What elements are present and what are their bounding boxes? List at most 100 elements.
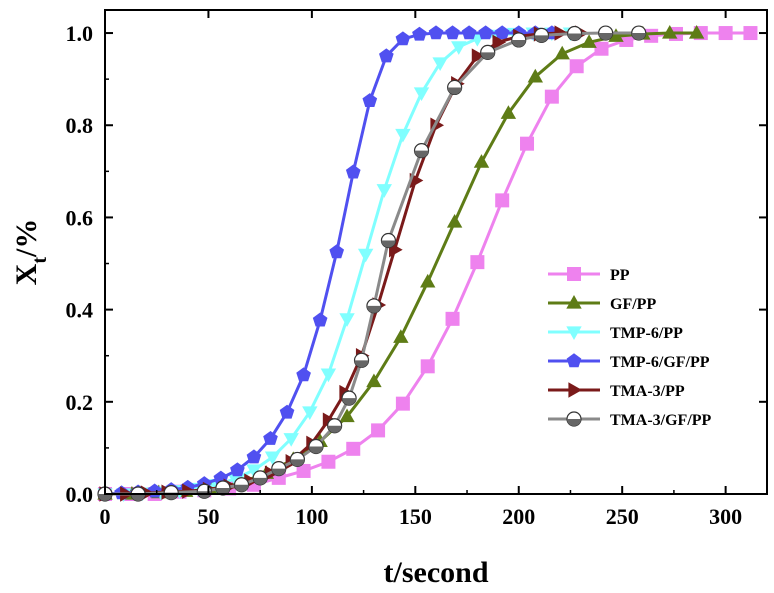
data-point [447,79,463,96]
axes-layer: 0 50 100 150 200 250 300 0.0 0.2 0.4 0.6 0.8 1.0 [66,10,767,529]
data-point [413,87,430,102]
data-point [215,480,231,496]
data-point [395,396,410,411]
series-5 [99,25,589,502]
data-point [366,373,382,388]
data-point [432,57,448,72]
data-point [279,404,295,419]
data-point [233,477,250,493]
data-point [554,45,570,60]
data-point [718,26,733,41]
data-point [461,25,477,40]
y-axis-title-main: X [10,263,43,285]
marker-bottom-half [511,39,526,47]
data-point [446,213,463,228]
data-point [743,26,758,41]
data-point [263,430,278,445]
y-axis-title-text: Xt/% [10,219,51,286]
x-tick-label: 200 [502,504,535,529]
y-axis-title-subscript: t [29,257,51,264]
legend-marker [566,353,582,368]
data-point [631,25,647,41]
y-tick-label: 0.6 [66,205,94,230]
legend-label: PP [610,267,630,284]
x-tick-label: 100 [295,504,328,529]
data-point [511,32,527,48]
data-point [413,142,430,159]
data-point [480,44,496,61]
x-tick-label: 150 [399,504,432,529]
x-tick-label: 0 [100,504,111,529]
legend-marker [568,382,583,398]
x-tick-label: 250 [606,504,639,529]
data-point [327,418,343,434]
legend-label: TMP-6/PP [610,325,683,342]
data-point [445,311,460,326]
legend-marker [566,294,582,309]
data-point [252,470,268,486]
data-point [321,454,336,469]
data-point [527,68,543,83]
data-point [371,423,386,438]
data-point [492,34,507,50]
data-point [308,438,324,455]
series-6 [97,25,647,502]
data-point [478,25,493,40]
series-line [105,31,697,496]
marker-bottom-half [253,477,268,485]
data-point [544,89,559,104]
data-point [357,248,374,263]
legend-item: TMA-3/GF/PP [548,411,712,429]
marker-bottom-half [480,52,495,60]
marker-bottom-half [598,33,613,41]
legend-label: TMA-3/PP [610,383,685,400]
data-point [339,408,355,423]
data-point [296,463,311,478]
data-point [470,255,485,270]
data-point [533,27,550,43]
data-point [379,48,394,63]
legend-label: TMP-6/GF/PP [610,354,710,371]
legend-label: TMA-3/GF/PP [610,412,712,429]
data-point [594,41,609,56]
legend-label: GF/PP [610,296,656,313]
marker-bottom-half [447,87,462,95]
marker-bottom-half [631,33,646,41]
marker-bottom-half [98,494,112,501]
x-tick-label: 50 [197,504,219,529]
data-point [312,312,328,327]
legend-marker [567,267,581,281]
data-point [230,462,245,477]
data-point [163,485,179,501]
data-point [420,273,436,288]
series-1 [98,26,758,501]
marker-bottom-half [534,35,549,43]
marker-bottom-half [342,398,357,406]
data-point [495,193,510,208]
legend: PP GF/PP TMP-6/PP TMP-6/GF/PP TMA-3/PP TMA-3/… [548,267,712,429]
data-point [662,24,678,39]
data-point [227,473,244,487]
data-point [520,136,535,151]
y-tick-label: 0.0 [66,482,94,507]
data-point [494,25,510,40]
series-layer [97,24,758,503]
legend-marker [566,326,582,341]
data-point [428,25,444,40]
plot-frame [104,9,768,495]
data-point [329,244,345,259]
y-tick-label: 0.4 [66,298,94,323]
marker-bottom-half [567,419,581,426]
marker-bottom-half [366,305,381,313]
x-tick-label: 300 [709,504,742,529]
y-tick-label: 0.2 [66,390,94,415]
data-point [393,329,409,343]
data-point [569,59,584,74]
y-axis-title-unit: /% [10,219,43,258]
data-point [345,164,361,179]
series-line [105,31,581,496]
data-point [380,232,397,249]
data-point [567,25,583,42]
